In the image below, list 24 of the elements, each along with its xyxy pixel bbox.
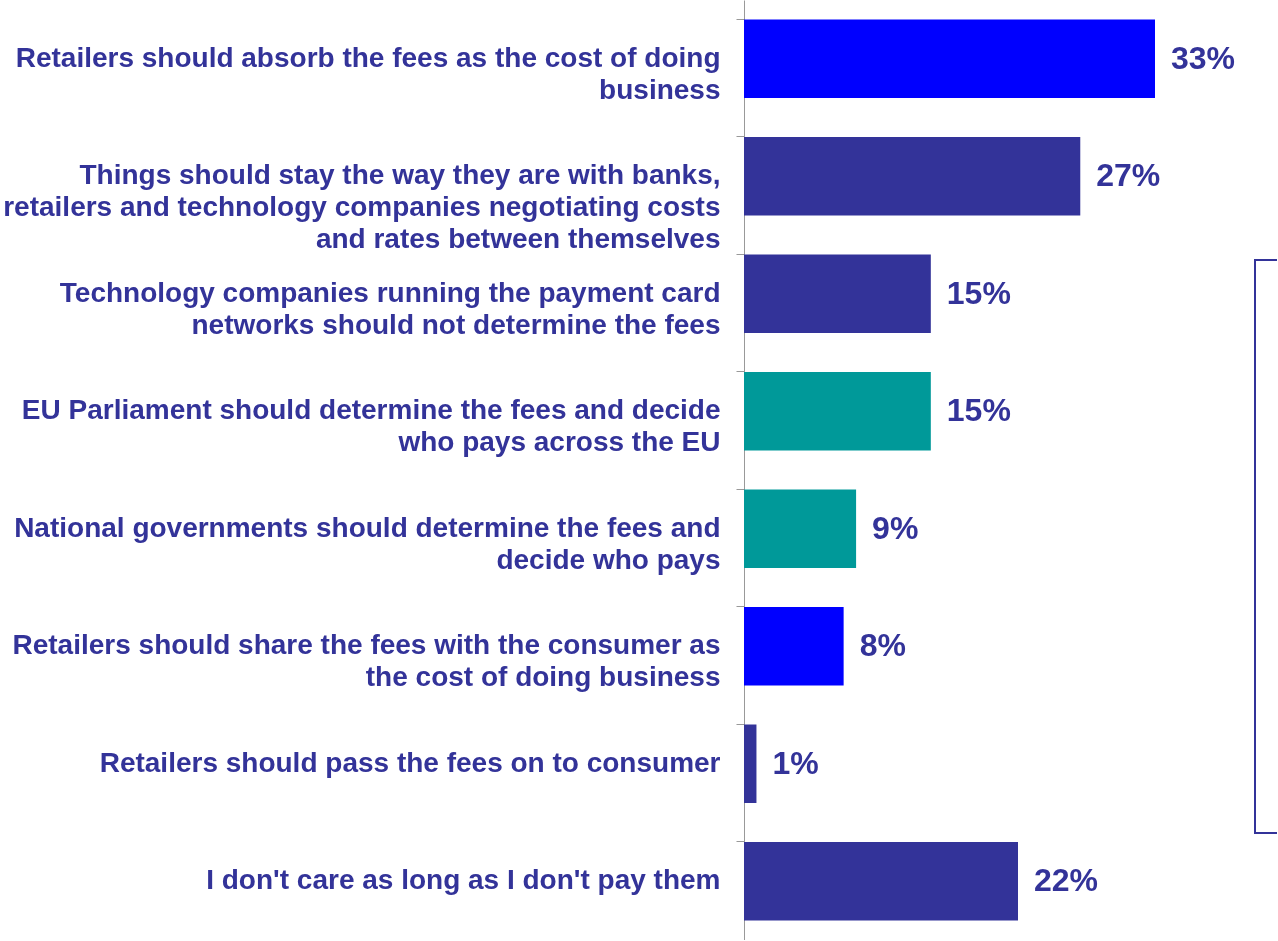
- data-label: 33%: [1171, 39, 1236, 76]
- y-tick-label: EU Parliament should determine the fees and decide who pays across the EU: [21, 394, 721, 458]
- y-tick-label: Technology companies running the payment card networks should not determine the fees: [59, 276, 721, 340]
- data-label: 15%: [946, 274, 1011, 311]
- data-label: 22%: [1034, 862, 1099, 899]
- y-tick-label: Retailers should share the fees with the consumer as the cost of doing business: [12, 629, 721, 693]
- bar: [744, 371, 931, 451]
- y-tick-label: National governments should determine the fees and decide who pays: [14, 511, 721, 575]
- data-label: 27%: [1096, 157, 1161, 194]
- bar: [744, 606, 844, 686]
- data-label: 9%: [872, 509, 919, 546]
- y-tick-label: Retailers should absorb the fees as the cost of doing business: [15, 41, 721, 105]
- bar: [744, 254, 931, 334]
- y-tick-label: Retailers should pass the fees on to consumer: [99, 746, 721, 778]
- bar: [744, 841, 1018, 921]
- y-tick-label: I don't care as long as I don't pay them: [206, 864, 721, 896]
- bar: [744, 136, 1081, 216]
- bar: [744, 19, 1155, 99]
- bar: [744, 489, 857, 569]
- bar: [744, 724, 757, 804]
- y-tick-label: Things should stay the way they are with banks, retailers and technology companies negotiating costs and rates between themselves: [3, 159, 721, 255]
- data-label: 8%: [859, 627, 906, 664]
- data-label: 1%: [772, 744, 819, 781]
- data-label: 15%: [946, 392, 1011, 429]
